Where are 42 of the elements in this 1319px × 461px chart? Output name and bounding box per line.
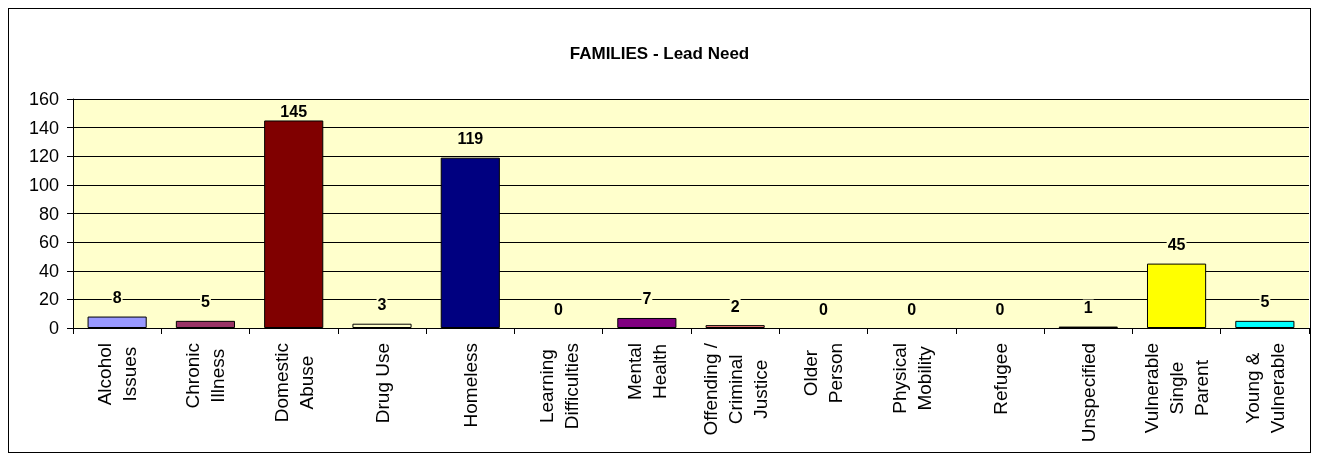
y-tick-label: 60 — [38, 232, 59, 253]
data-label: 45 — [1167, 236, 1186, 254]
data-label: 119 — [457, 130, 484, 148]
x-tick-label: Vulnerable Single Parent — [1141, 343, 1213, 434]
y-tick-label: 40 — [38, 260, 59, 281]
bar — [175, 320, 235, 328]
y-tick-label: 140 — [28, 117, 59, 138]
y-tick-label: 100 — [28, 174, 59, 195]
data-label: 8 — [112, 289, 122, 307]
x-tick-label: Refugee — [989, 343, 1011, 415]
x-tick-label: Physical Mobility — [888, 343, 935, 414]
x-tick-label: Homeless — [459, 342, 481, 428]
data-label: 0 — [554, 300, 564, 318]
y-tick-label: 80 — [38, 203, 59, 224]
x-tick-label: Domestic Abuse — [270, 343, 317, 423]
data-label: 0 — [818, 300, 828, 318]
x-tick-label: Alcohol Issues — [94, 342, 141, 406]
x-tick-label: Mental Health — [623, 343, 670, 401]
data-label: 0 — [995, 300, 1005, 318]
y-tick-label: 0 — [48, 318, 59, 338]
data-label: 145 — [280, 102, 308, 120]
bar — [1235, 320, 1295, 328]
x-tick-label: Older Person — [800, 343, 847, 404]
data-label: 5 — [200, 293, 210, 311]
data-label: 2 — [730, 297, 740, 315]
y-tick-label: 120 — [28, 146, 59, 167]
x-tick-label: Learning Difficulties — [535, 343, 582, 430]
bar — [617, 317, 677, 328]
y-tick-label: 20 — [38, 289, 59, 310]
x-tick-label: Unspecified — [1077, 343, 1099, 443]
data-label: 0 — [907, 300, 917, 318]
x-tick-label: Offending / Criminal Justice — [699, 342, 771, 436]
x-tick-label: Drug Use — [371, 343, 393, 424]
data-label: 7 — [642, 290, 652, 308]
data-label: 5 — [1260, 293, 1270, 311]
data-label: 1 — [1083, 299, 1093, 317]
y-tick-label: 160 — [28, 89, 59, 109]
bar — [87, 316, 147, 328]
data-label: 3 — [377, 296, 387, 314]
x-tick-label: Chronic Illness — [182, 342, 229, 409]
chart-title: FAMILIES - Lead Need — [569, 44, 750, 63]
x-tick-label: Young & Vulnerable — [1241, 343, 1288, 434]
